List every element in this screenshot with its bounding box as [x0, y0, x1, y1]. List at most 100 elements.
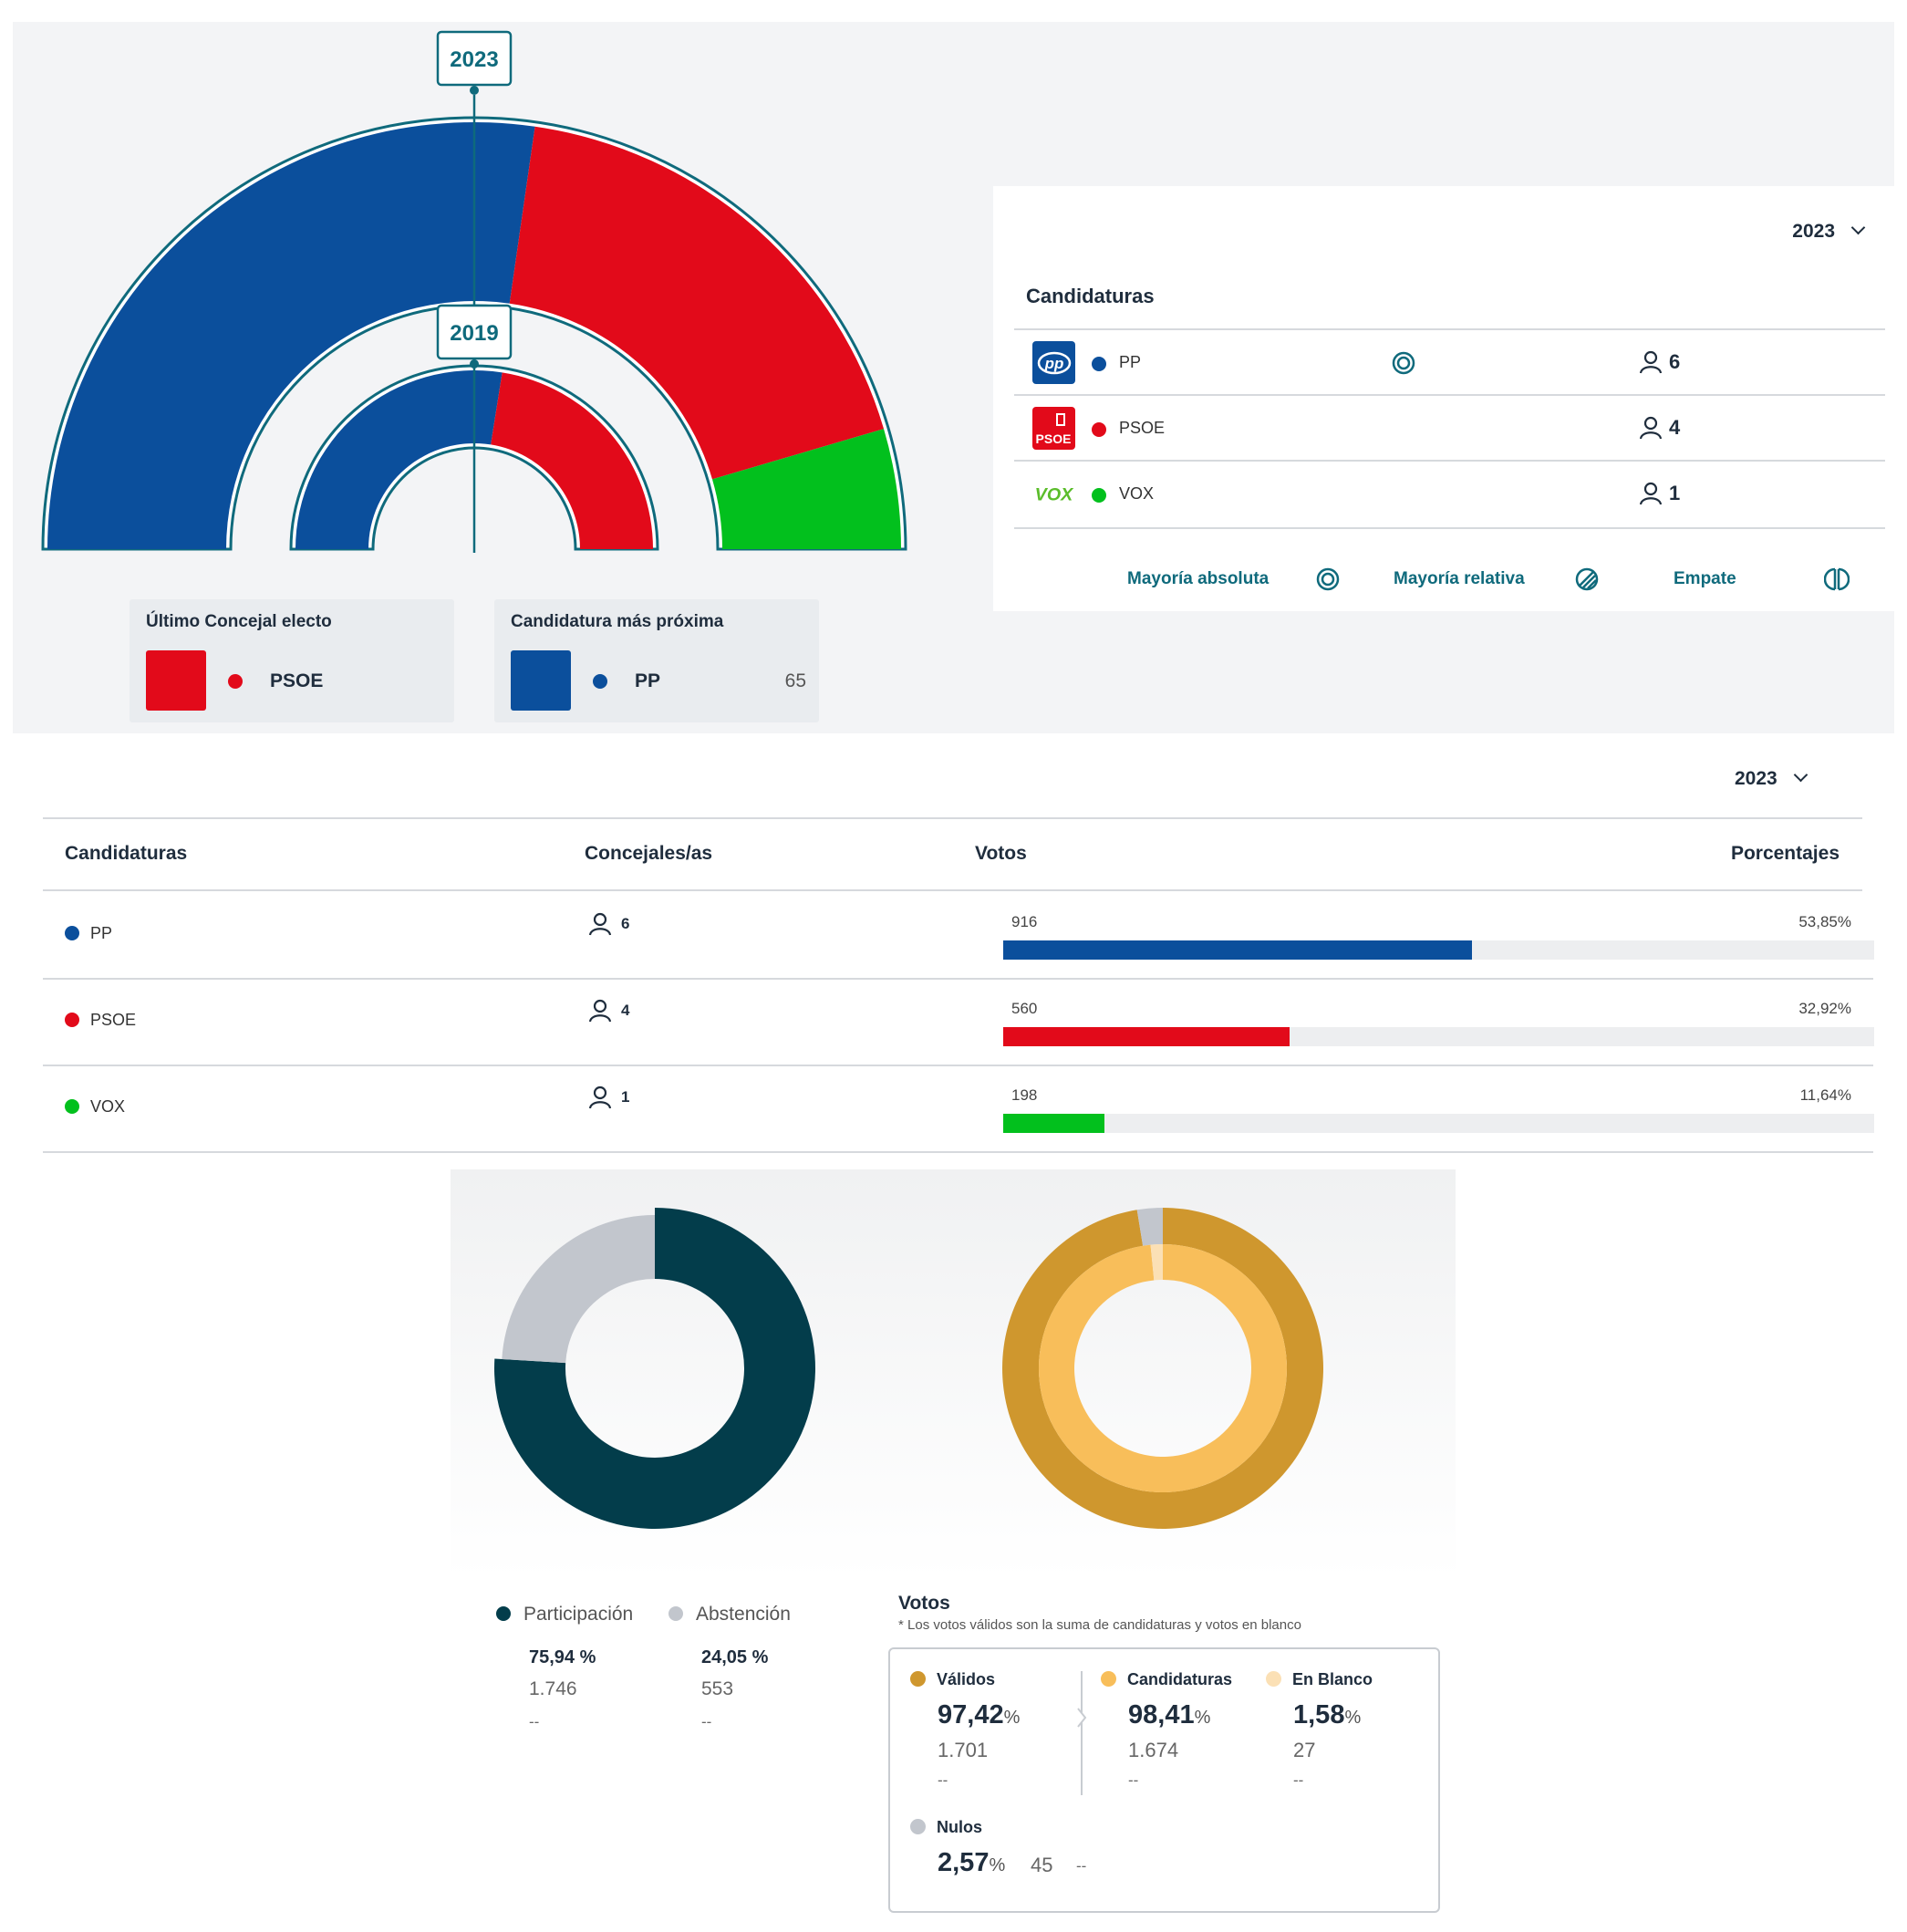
percent-unit: % — [1003, 1708, 1021, 1728]
year-tag-2019-label: 2019 — [450, 321, 498, 346]
nulos-label: Nulos — [937, 1818, 983, 1836]
en-blanco-percent-row: 1,58% — [1293, 1700, 1361, 1730]
seats-count: 6 — [1669, 350, 1681, 373]
table-top-divider — [43, 817, 1862, 819]
vote-bar — [1003, 1114, 1105, 1133]
abstencion-slice[interactable] — [502, 1215, 655, 1364]
percent-unit: % — [989, 1855, 1006, 1875]
candidatures-panel: 2023 Candidaturas pp PP 6 — [993, 186, 1907, 611]
participacion-label: Participación — [523, 1604, 634, 1625]
pp-logo-icon: pp — [1032, 341, 1075, 384]
candidaturas-count: 1.674 — [1128, 1739, 1179, 1761]
seats-count: 4 — [621, 1002, 630, 1019]
legend-abstencion: Abstención — [668, 1604, 791, 1626]
person-icon — [588, 912, 612, 936]
party-name: PP — [90, 924, 113, 942]
candidature-row-psoe[interactable]: PSOE PSOE 4 — [1014, 394, 1885, 462]
closest-party: PP — [635, 670, 661, 691]
nulos-delta: -- — [1076, 1857, 1087, 1875]
candidaturas-slice[interactable] — [1039, 1244, 1288, 1492]
svg-text:pp: pp — [1043, 355, 1063, 372]
vote-bar-track — [1003, 940, 1874, 960]
en-blanco-label-row: En Blanco — [1266, 1669, 1373, 1689]
votes-note: * Los votos válidos son la suma de candi… — [898, 1617, 1301, 1633]
participation-donut-charts — [494, 1208, 1323, 1529]
closest-color-square — [511, 650, 571, 711]
votes-title: Votos — [898, 1593, 950, 1614]
en-blanco-slice[interactable] — [1150, 1244, 1163, 1281]
legend-relative-majority-label: Mayoría relativa — [1394, 569, 1525, 588]
candidaturas-percent-row: 98,41% — [1128, 1700, 1210, 1730]
header-votos: Votos — [975, 843, 1027, 864]
validos-percent-row: 97,42% — [938, 1700, 1020, 1730]
votes-count: 916 — [1011, 913, 1038, 930]
participacion-delta: -- — [529, 1713, 540, 1730]
party-dot — [65, 1013, 79, 1027]
votes-year-select[interactable]: 2023 — [1735, 767, 1808, 790]
table-row: PSOE 4 560 32,92% — [43, 978, 1874, 1066]
nulos-count: 45 — [1031, 1854, 1053, 1876]
year-marker-dot-2019 — [470, 359, 479, 369]
validos-count: 1.701 — [938, 1739, 989, 1761]
closest-candidature-box: Candidatura más próxima PP 65 — [494, 599, 819, 722]
year-tag-2023[interactable] — [436, 30, 513, 87]
hemicycle-2023-seats-vox[interactable] — [711, 429, 901, 549]
en-blanco-count: 27 — [1293, 1739, 1316, 1761]
person-icon — [1639, 416, 1663, 440]
participacion-slice[interactable] — [494, 1208, 815, 1529]
candidaturas-dot — [1101, 1671, 1116, 1687]
table-row: VOX 1 198 11,64% — [43, 1065, 1874, 1153]
candidaturas-delta: -- — [1128, 1771, 1139, 1789]
votes-percent: 32,92% — [1798, 1000, 1851, 1017]
validos-label: Válidos — [937, 1670, 996, 1688]
party-name: PSOE — [90, 1011, 137, 1029]
svg-text:PSOE: PSOE — [1036, 431, 1072, 446]
votes-donut — [1002, 1208, 1323, 1529]
closest-dot — [593, 674, 607, 689]
last-elected-party: PSOE — [270, 670, 324, 691]
absolute-majority-icon — [1392, 351, 1415, 375]
abstencion-dot — [668, 1606, 683, 1621]
year-select[interactable]: 2023 — [1792, 220, 1866, 243]
vote-bar-track — [1003, 1114, 1874, 1133]
candidatures-title: Candidaturas — [1026, 285, 1155, 307]
hemicycle-2023-seats-pp[interactable] — [47, 122, 535, 549]
party-name: VOX — [90, 1097, 126, 1116]
hemicycle-2019-seats-psoe[interactable] — [491, 372, 653, 549]
absolute-majority-icon — [1316, 567, 1340, 591]
candidaturas-percent: 98,41 — [1128, 1700, 1195, 1729]
validos-label-row: Válidos — [910, 1669, 995, 1689]
abstencion-percent: 24,05 % — [701, 1647, 769, 1667]
party-name: PP — [1119, 353, 1142, 371]
validos-percent: 97,42 — [938, 1700, 1004, 1729]
percent-unit: % — [1344, 1708, 1362, 1728]
abstencion-label: Abstención — [696, 1604, 791, 1625]
legend-tie-label: Empate — [1674, 569, 1736, 588]
seats-count: 1 — [1669, 482, 1681, 504]
person-icon — [588, 1085, 612, 1109]
year-tag-2019[interactable] — [436, 304, 513, 360]
participacion-dot — [496, 1606, 511, 1621]
table-row: PP 6 916 53,85% — [43, 891, 1874, 980]
party-name: VOX — [1119, 484, 1155, 503]
last-elected-box: Último Concejal electo PSOE — [130, 599, 454, 722]
closest-votes-needed: 65 — [784, 670, 806, 691]
hemicycle-2023-ring — [41, 116, 907, 551]
votes-year-select-value: 2023 — [1735, 768, 1777, 789]
en-blanco-delta: -- — [1293, 1771, 1304, 1789]
candidature-row-vox[interactable]: VOX VOX 1 — [1014, 460, 1885, 529]
nulos-dot — [910, 1819, 926, 1834]
psoe-logo-icon: PSOE — [1032, 407, 1075, 450]
chevron-down-icon — [1793, 767, 1808, 783]
candidature-row-pp[interactable]: pp PP 6 — [1014, 328, 1885, 396]
participacion-percent: 75,94 % — [529, 1647, 596, 1667]
hemicycle-2019-seats-pp[interactable] — [295, 370, 503, 549]
year-marker-dot-2023 — [470, 86, 479, 95]
vote-bar — [1003, 1027, 1290, 1046]
participation-section: Participación Abstención 75,94 % 1.746 -… — [451, 1169, 1456, 1913]
party-dot — [65, 1099, 79, 1114]
hemicycle-2023-seats-psoe[interactable] — [509, 126, 885, 480]
en-blanco-percent: 1,58 — [1293, 1700, 1345, 1729]
results-overview-section: 2023 2019 Último Concejal electo PSOE Ca… — [13, 22, 1907, 733]
nulos-slice[interactable] — [1136, 1208, 1163, 1246]
